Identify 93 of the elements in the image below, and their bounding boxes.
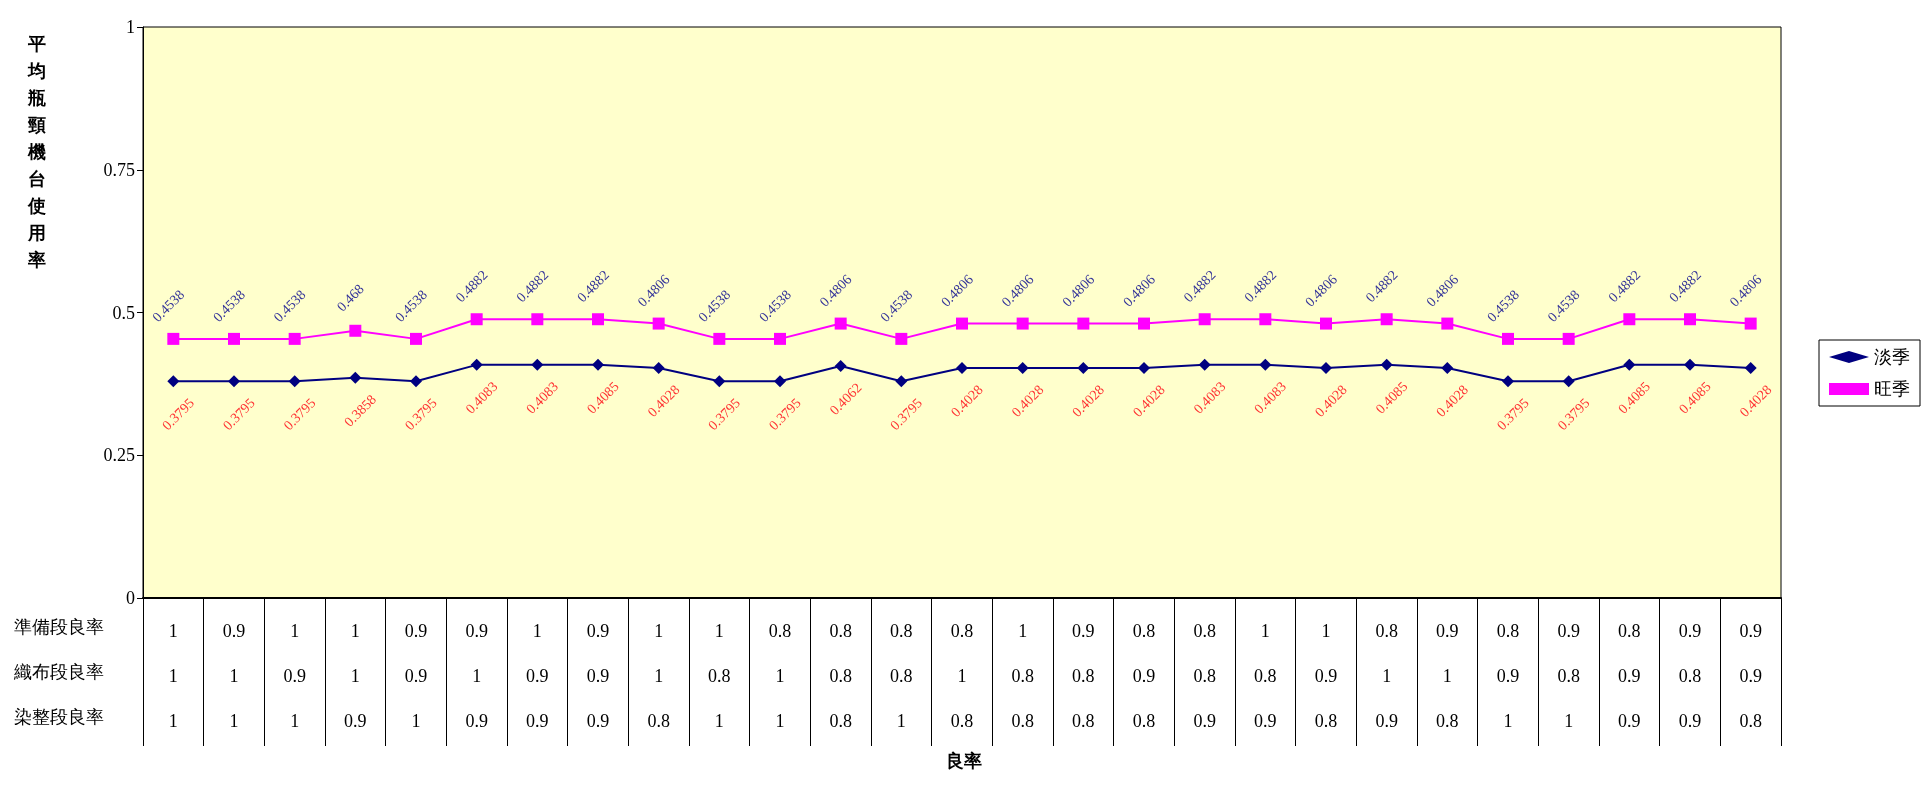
- point: [1198, 358, 1211, 371]
- point: [1744, 317, 1757, 330]
- point: [167, 332, 180, 345]
- legend-label: 旺季: [1874, 379, 1910, 399]
- point: [470, 358, 483, 371]
- category-label: 1 1 0.8: [647, 620, 670, 731]
- point: [956, 362, 968, 374]
- point: [1684, 358, 1696, 371]
- point: [1077, 362, 1090, 374]
- text: 平均瓶頸機台使用率: [28, 33, 46, 270]
- point: [1441, 317, 1454, 330]
- point: [1259, 313, 1272, 326]
- point: [1077, 317, 1090, 330]
- point: [1138, 362, 1150, 374]
- category-label: 1 0.8 0.9: [1254, 620, 1277, 731]
- point: [1502, 332, 1514, 345]
- y-tick-label: 0: [126, 588, 135, 608]
- text: 良率: [946, 751, 982, 771]
- point: [167, 375, 180, 388]
- category-label: 0.8 0.9 0.9: [1618, 620, 1641, 731]
- point: [834, 317, 847, 330]
- point: [774, 375, 786, 388]
- point: [288, 332, 301, 345]
- category-label: 0.9 1 0.8: [1436, 620, 1459, 731]
- category-label: 1 0.8 0.8: [1011, 620, 1034, 731]
- point: [1562, 375, 1575, 388]
- category-label: 1 1 0.9: [344, 620, 367, 731]
- point: [592, 313, 604, 326]
- category-label: 0.9 0.9 1: [404, 620, 428, 731]
- category-label: 1 1 1: [168, 620, 178, 731]
- point: [1380, 313, 1393, 326]
- category-label: 0.9 0.9 0.9: [586, 620, 610, 731]
- point: [895, 332, 908, 345]
- point: [652, 362, 665, 374]
- category-label: 0.8 0.8 1: [890, 620, 913, 731]
- category-label: 1 0.9 0.9: [526, 620, 549, 731]
- point: [470, 313, 483, 326]
- point: [228, 375, 240, 388]
- point: [531, 358, 544, 371]
- point: [349, 324, 362, 337]
- point: [956, 317, 968, 330]
- point: [1320, 317, 1332, 330]
- point: [1684, 313, 1696, 326]
- category-label: 0.8 0.8 0.9: [1193, 620, 1216, 731]
- point: [349, 371, 362, 384]
- category-label: 0.8 0.8 0.8: [829, 620, 852, 731]
- category-label: 0.9 0.8 0.9: [1678, 620, 1702, 731]
- category-label: 0.9 1 1: [222, 620, 246, 731]
- category-label: 0.9 0.8 0.8: [1072, 620, 1095, 731]
- category-label: 0.9 0.9 0.8: [1739, 620, 1762, 731]
- point: [1016, 317, 1029, 330]
- category-label: 0.8 1 1: [768, 620, 792, 731]
- text: 織布段良率: [13, 662, 104, 682]
- point: [1259, 358, 1272, 371]
- category-label: 0.8 1 0.8: [950, 620, 974, 731]
- point: [228, 332, 240, 345]
- text: 準備段良率: [14, 617, 104, 637]
- category-label: 1 0.8 1: [708, 620, 731, 731]
- point: [592, 358, 604, 371]
- category-label: 0.9 1 0.9: [465, 620, 488, 731]
- point: [1623, 313, 1636, 326]
- point: [1320, 362, 1332, 374]
- point: [1380, 358, 1393, 371]
- point: [1562, 332, 1575, 345]
- category-label: 0.8 0.9 1: [1496, 620, 1520, 731]
- point: [834, 360, 847, 373]
- point: [774, 332, 786, 345]
- point: [713, 375, 726, 388]
- point: [1623, 358, 1636, 371]
- y-tick-label: 0.5: [112, 302, 135, 323]
- category-label: 0.8 0.9 0.8: [1132, 620, 1156, 731]
- y-tick-label: 0.75: [103, 159, 135, 180]
- point: [531, 313, 544, 326]
- category-label: 1 0.9 1: [283, 620, 306, 731]
- legend-label: 淡季: [1874, 347, 1910, 367]
- text: 染整段良率: [14, 707, 104, 727]
- category-label: 0.9 0.8 1: [1557, 620, 1580, 731]
- point: [1198, 313, 1211, 326]
- point: [1016, 362, 1029, 374]
- category-label: 1 0.9 0.8: [1314, 620, 1338, 731]
- point: [713, 332, 726, 345]
- category-label: 0.8 1 0.9: [1375, 620, 1398, 731]
- y-tick-label: 0.25: [103, 445, 135, 466]
- point: [1441, 362, 1454, 374]
- point: [652, 317, 665, 330]
- point: [895, 375, 908, 388]
- point: [1502, 375, 1514, 388]
- point: [288, 375, 301, 388]
- point: [1138, 317, 1150, 330]
- point: [410, 332, 422, 345]
- y-tick-label: 1: [126, 17, 135, 37]
- point: [410, 375, 422, 388]
- point: [1744, 362, 1757, 374]
